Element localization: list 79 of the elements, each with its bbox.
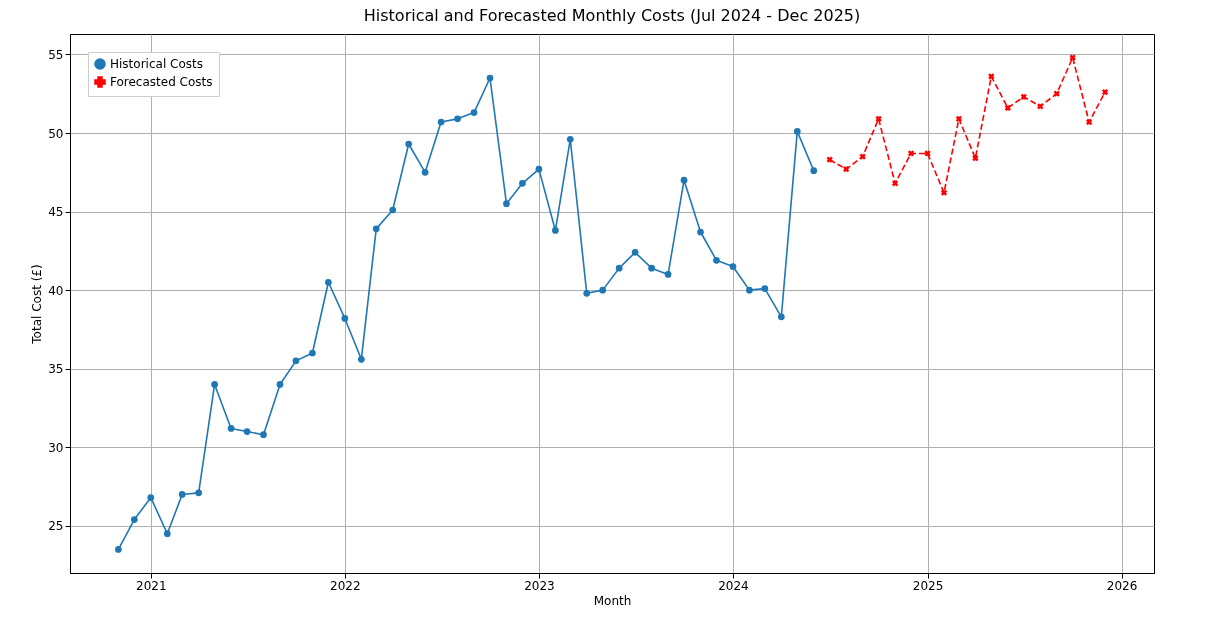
y-tick-label: 25 <box>48 519 64 534</box>
x-tick-label: 2026 <box>1106 578 1138 593</box>
point <box>761 285 769 292</box>
x-tick-label: 2024 <box>718 578 749 593</box>
chart-title: Historical and Forecasted Monthly Costs (Jul 2024 - Dec 2025) <box>363 6 861 25</box>
point <box>325 278 332 286</box>
point <box>130 516 138 523</box>
point <box>729 263 737 270</box>
point <box>680 176 688 184</box>
point <box>746 286 753 294</box>
x-tick-label: 2022 <box>330 578 361 593</box>
y-tick-label: 45 <box>48 205 64 220</box>
point <box>1101 89 1109 96</box>
point <box>1037 103 1044 110</box>
x-axis-title: Month <box>593 593 632 608</box>
point <box>940 189 948 196</box>
point <box>599 286 607 294</box>
y-axis-title: Total Cost (£) <box>30 264 45 345</box>
point <box>793 128 801 135</box>
point <box>810 167 818 175</box>
point <box>535 165 543 173</box>
point <box>470 109 478 116</box>
point <box>437 118 445 126</box>
point <box>421 168 429 176</box>
point <box>292 357 300 365</box>
point <box>777 313 785 321</box>
point <box>1053 90 1060 97</box>
point <box>454 115 461 123</box>
y-tick-label: 55 <box>48 47 64 62</box>
point <box>583 289 591 297</box>
point <box>243 428 251 435</box>
point <box>697 228 704 236</box>
point <box>988 73 995 80</box>
point <box>1004 104 1011 111</box>
point <box>1069 54 1076 61</box>
point <box>615 264 623 272</box>
point <box>955 115 963 122</box>
point <box>1020 93 1027 100</box>
point <box>664 271 672 278</box>
point <box>972 155 979 162</box>
point <box>357 355 365 363</box>
y-tick-label: 35 <box>48 362 64 377</box>
legend-label: Historical Costs <box>110 57 203 71</box>
point <box>276 381 284 388</box>
point <box>907 150 915 157</box>
legend-label: Forecasted Costs <box>110 75 213 89</box>
point <box>875 115 882 122</box>
point <box>405 140 412 148</box>
point <box>372 225 380 233</box>
point <box>566 135 574 143</box>
point <box>260 431 267 439</box>
point <box>713 256 720 264</box>
point <box>178 491 186 498</box>
point <box>503 200 510 208</box>
point <box>859 153 866 160</box>
point <box>486 74 494 82</box>
point <box>163 530 171 538</box>
point <box>519 179 526 187</box>
point <box>843 166 850 173</box>
point <box>826 156 833 163</box>
point <box>147 494 155 501</box>
x-tick-label: 2021 <box>136 578 167 593</box>
point <box>195 489 203 497</box>
point <box>389 206 397 214</box>
point <box>648 264 655 272</box>
point <box>631 249 639 256</box>
x-tick-label: 2025 <box>912 578 944 593</box>
point <box>1086 118 1093 126</box>
point <box>211 381 218 388</box>
y-tick-label: 50 <box>48 126 64 141</box>
point <box>227 425 235 432</box>
point <box>341 315 349 322</box>
point <box>115 546 122 553</box>
y-tick-label: 30 <box>48 440 64 455</box>
x-tick-label: 2023 <box>524 578 555 593</box>
point <box>891 180 899 187</box>
y-tick-label: 40 <box>48 283 64 298</box>
point <box>309 349 316 357</box>
point <box>552 227 559 234</box>
